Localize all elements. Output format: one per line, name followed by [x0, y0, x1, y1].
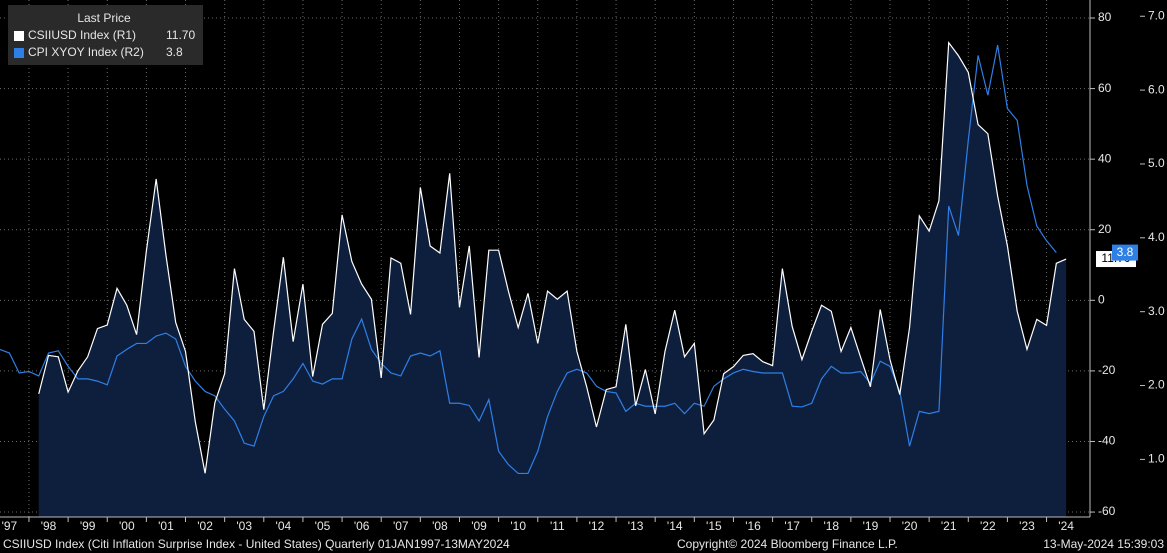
- x-tick-label: '23: [1019, 519, 1035, 533]
- x-tick-label: '10: [510, 519, 526, 533]
- y2-tick-label: 2.0: [1148, 378, 1165, 392]
- x-tick-label: '21: [941, 519, 957, 533]
- x-tick-label: '18: [823, 519, 839, 533]
- legend-swatch: [14, 31, 24, 41]
- footer-left: CSIIUSD Index (Citi Inflation Surprise I…: [3, 537, 510, 551]
- x-tick-label: '15: [706, 519, 722, 533]
- x-tick-label: '22: [980, 519, 996, 533]
- y2-tick-label: 4.0: [1148, 230, 1165, 244]
- series-line: [38, 41, 1067, 474]
- y2-tick-label: 1.0: [1148, 452, 1165, 466]
- legend-title: Last Price: [77, 11, 131, 25]
- x-tick-label: '12: [589, 519, 605, 533]
- x-tick-label: '01: [158, 519, 174, 533]
- x-tick-label: '97: [2, 519, 18, 533]
- x-tick-label: '07: [393, 519, 409, 533]
- legend-label: CPI XYOY Index (R2): [28, 45, 144, 59]
- y-tick-label: -20: [1098, 363, 1116, 377]
- legend-value: 11.70: [166, 28, 195, 42]
- x-tick-label: '98: [41, 519, 57, 533]
- footer-center: Copyright© 2024 Bloomberg Finance L.P.: [677, 537, 898, 551]
- x-tick-label: '13: [628, 519, 644, 533]
- y2-tick-label: 5.0: [1148, 156, 1165, 170]
- legend-label: CSIIUSD Index (R1): [28, 28, 136, 42]
- x-tick-label: '08: [432, 519, 448, 533]
- footer-right: 13-May-2024 15:39:03: [1043, 537, 1164, 551]
- y2-tick-label: 3.0: [1148, 304, 1165, 318]
- plot-area: [0, 0, 1090, 518]
- x-tick-label: '17: [784, 519, 800, 533]
- x-tick-label: '03: [236, 519, 252, 533]
- last-value-label: 3.8: [1117, 245, 1134, 259]
- y-tick-label: 60: [1098, 81, 1112, 95]
- x-tick-label: '06: [354, 519, 370, 533]
- series-line: [0, 44, 1057, 475]
- x-tick-label: '11: [550, 519, 565, 533]
- x-tick-label: '99: [80, 519, 96, 533]
- y-tick-label: 40: [1098, 151, 1112, 165]
- x-tick-label: '20: [902, 519, 918, 533]
- x-tick-label: '04: [276, 519, 292, 533]
- legend-box: [8, 5, 203, 65]
- x-tick-label: '05: [315, 519, 331, 533]
- x-tick-label: '00: [119, 519, 135, 533]
- y-tick-label: 80: [1098, 10, 1112, 24]
- x-tick-label: '02: [197, 519, 213, 533]
- y-tick-label: -60: [1098, 504, 1116, 518]
- x-tick-label: '16: [745, 519, 761, 533]
- x-tick-label: '09: [471, 519, 487, 533]
- y-tick-label: 0: [1098, 292, 1105, 306]
- y-tick-label: -40: [1098, 434, 1116, 448]
- y-tick-label: 20: [1098, 222, 1112, 236]
- x-tick-label: '19: [863, 519, 879, 533]
- legend-value: 3.8: [166, 45, 183, 59]
- x-tick-label: '24: [1058, 519, 1074, 533]
- legend-swatch: [14, 48, 24, 58]
- y2-tick-label: 7.0: [1148, 8, 1165, 22]
- area: [38, 42, 1067, 518]
- last-value-tag: [1112, 244, 1138, 261]
- x-tick-label: '14: [667, 519, 683, 533]
- y2-tick-label: 6.0: [1148, 82, 1165, 96]
